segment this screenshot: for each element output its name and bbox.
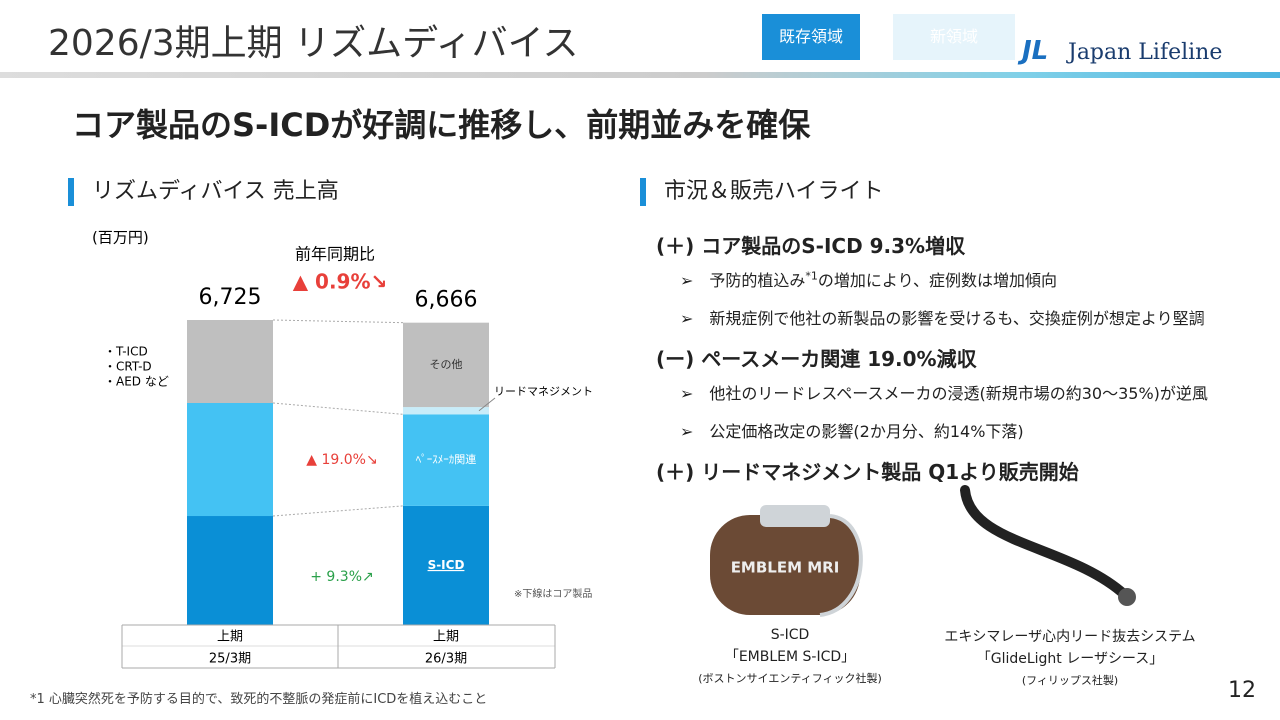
other-item: ・CRT-D	[104, 360, 152, 374]
x-tick-label: 上期	[433, 630, 459, 645]
device-image: EMBLEM MRI	[710, 505, 863, 617]
item-text: *1	[805, 269, 818, 283]
bar-segment	[403, 505, 489, 625]
logo-mark: JL	[1022, 36, 1049, 66]
x-tick-label: 上期	[217, 630, 243, 645]
svg-text:EMBLEM MRI: EMBLEM MRI	[731, 559, 840, 577]
other-item: ・AED など	[104, 375, 169, 389]
item-text: 他社のリードレスペースメーカの浸透(新規市場の約30～35%)が逆風	[709, 384, 1208, 403]
yoy-segment: + 9.3%↗	[310, 569, 373, 585]
item-text: 公定価格改定の影響(2か月分、約14%下落)	[709, 422, 1024, 441]
item-text: 新規症例で他社の新製品の影響を受けるも、交換症例が想定より堅調	[709, 309, 1205, 328]
yoy-total: ▲ 0.9%↘	[293, 270, 388, 294]
highlight-item: 公定価格改定の影響(2か月分、約14%下落)	[680, 418, 1266, 442]
sheath-image	[960, 485, 1136, 606]
connector	[272, 319, 404, 324]
highlight-heading: (ー) ペースメーカ関連 19.0%減収	[656, 347, 977, 371]
total-label: 6,725	[199, 285, 262, 310]
section-title: リズムディバイス 売上高	[68, 178, 339, 206]
caption: S-ICD 「EMBLEM S-ICD」 (ボストンサイエンティフィック社製)	[698, 627, 882, 685]
segment-label: S-ICD	[428, 558, 465, 572]
connector	[272, 505, 404, 517]
yoy-title: 前年同期比	[295, 245, 375, 264]
header-rule	[0, 72, 1280, 78]
bar-segment	[403, 414, 489, 506]
tab[interactable]: 新領域	[893, 14, 1015, 60]
bar-segment	[403, 322, 489, 408]
slide-title: 2026/3期上期 リズムディバイス	[48, 23, 579, 64]
bar-segment	[187, 320, 273, 403]
highlight-item: 他社のリードレスペースメーカの浸透(新規市場の約30～35%)が逆風	[680, 380, 1266, 404]
section-title: 市況＆販売ハイライト	[640, 178, 884, 206]
highlight-heading: (＋) コア製品のS-ICD 9.3%増収	[656, 234, 966, 258]
highlight-item: 予防的植込み*1の増加により、症例数は増加傾向	[680, 267, 1266, 291]
highlight-heading: (＋) リードマネジメント製品 Q1より販売開始	[656, 460, 1079, 484]
other-item: ・T-ICD	[104, 345, 148, 359]
chart: (百万円) 6,725 6,666 S-ICD ﾍﾟｰｽﾒｰｶ関連その他リードマネジメン…	[92, 229, 593, 669]
note: ※下線はコア製品	[514, 587, 592, 600]
tab[interactable]: 既存領域	[762, 14, 860, 60]
leader	[478, 397, 496, 412]
segment-label: その他	[430, 358, 463, 371]
yoy-segment: ▲ 19.0%↘	[306, 452, 377, 468]
segment-label: ﾍﾟｰｽﾒｰｶ関連	[416, 452, 477, 466]
logo-text: Japan Lifeline	[1068, 40, 1223, 65]
page-number: 12	[1228, 678, 1256, 703]
caption: エキシマレーザ心内リード抜去システム 「GlideLight レーザシース」 (フィ…	[944, 629, 1196, 687]
connector	[272, 402, 404, 415]
bar-segment	[187, 516, 273, 625]
highlights: (＋) コア製品のS-ICD 9.3%増収予防的植込み*1の増加により、症例数は…	[656, 226, 1266, 493]
footnote: *1 心臓突然死を予防する目的で、致死的不整脈の発症前にICDを植え込むこと	[30, 692, 488, 707]
item-text: 予防的植込み	[709, 271, 806, 290]
unit-label: (百万円)	[92, 229, 149, 247]
bar-segment	[403, 407, 489, 415]
item-text: の増加により、症例数は増加傾向	[817, 271, 1057, 290]
total-label: 6,666	[415, 288, 478, 313]
segment-label: リードマネジメント	[494, 385, 593, 398]
highlight-item: 新規症例で他社の新製品の影響を受けるも、交換症例が想定より堅調	[680, 305, 1266, 329]
x-tick-label: 26/3期	[425, 652, 467, 667]
headline: コア製品のS-ICDが好調に推移し、前期並みを確保	[72, 106, 811, 144]
x-tick-label: 25/3期	[209, 652, 251, 667]
bar-segment	[187, 402, 273, 517]
